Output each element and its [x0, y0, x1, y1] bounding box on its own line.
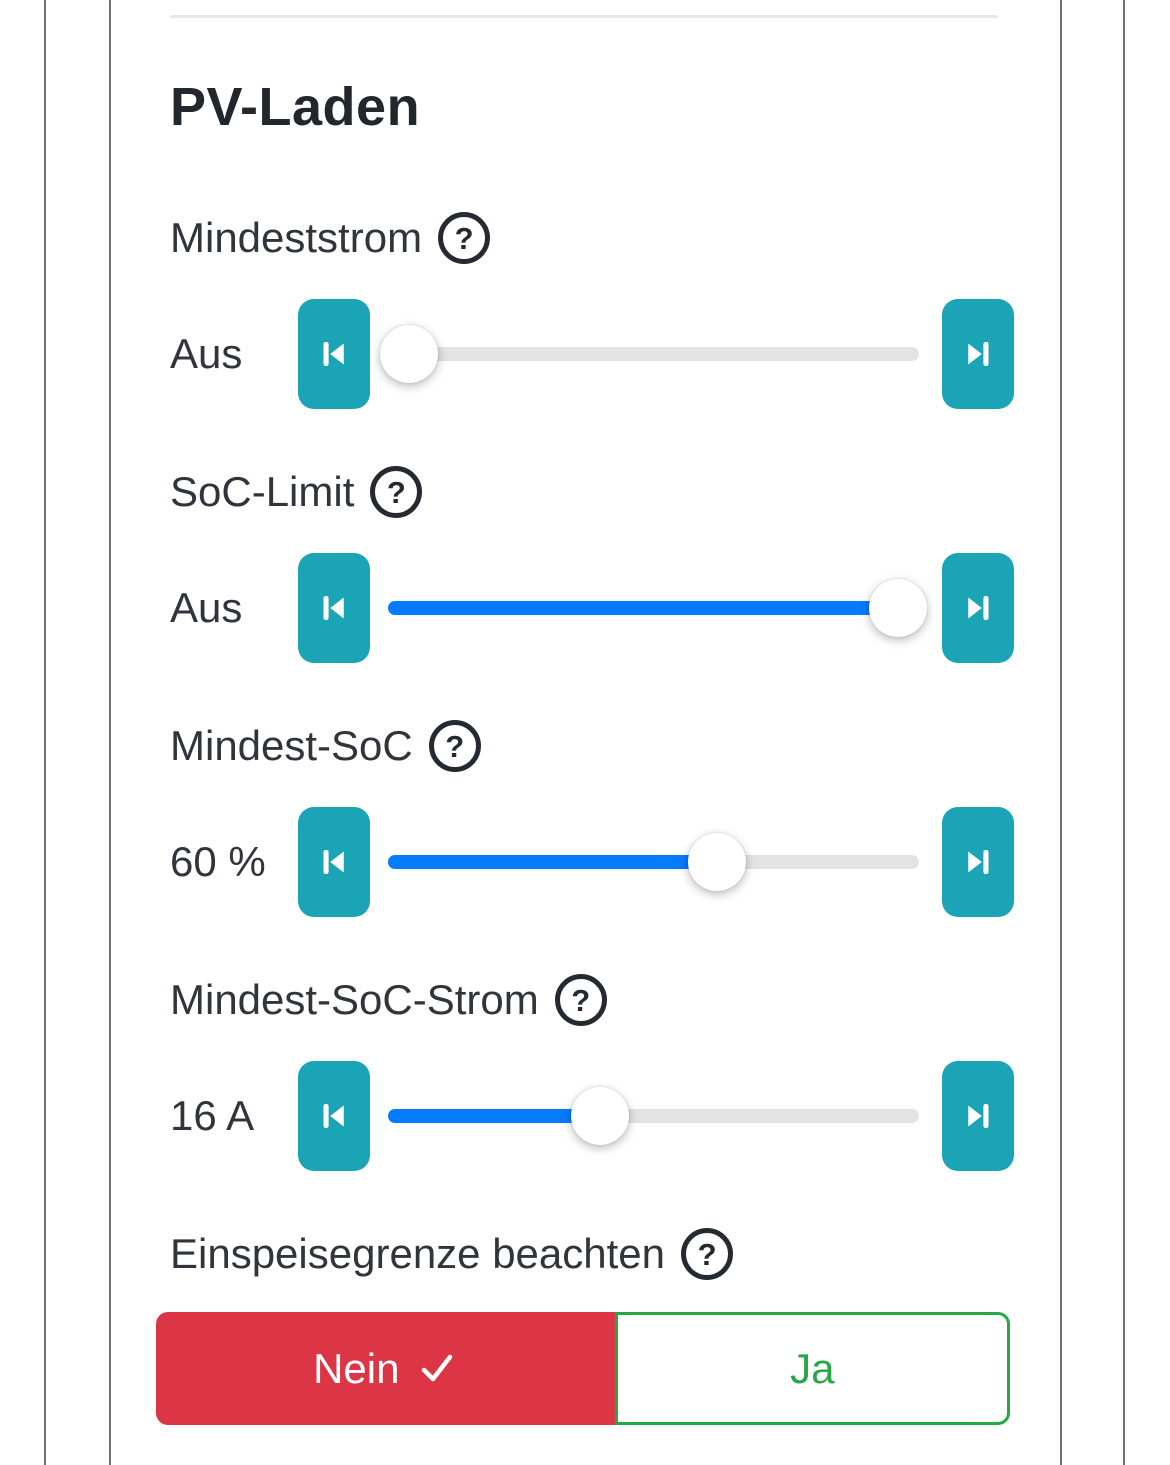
section-divider: [170, 15, 998, 18]
help-icon[interactable]: ?: [681, 1228, 734, 1280]
help-glyph: ?: [454, 220, 474, 256]
mindest-soc-strom-label: Mindest-SoC-Strom: [170, 976, 539, 1023]
skip-end-icon: [960, 590, 996, 626]
mindeststrom-label: Mindeststrom: [170, 214, 423, 261]
slider-track[interactable]: [380, 299, 919, 409]
slider-fill: [388, 855, 718, 869]
mindeststrom-label-row: Mindeststrom ?: [170, 212, 1014, 264]
panel-border-right-outer: [1123, 0, 1125, 1465]
skip-to-min-button[interactable]: [298, 1061, 370, 1171]
soc-limit-slider-row: Aus: [170, 553, 1014, 663]
skip-to-min-button[interactable]: [298, 299, 370, 409]
mindest-soc-label-row: Mindest-SoC ?: [170, 720, 1014, 772]
slider-fill: [388, 1109, 601, 1123]
slider-handle[interactable]: [380, 325, 439, 383]
skip-start-icon: [316, 590, 352, 626]
mindest-soc-strom-label-row: Mindest-SoC-Strom ?: [170, 974, 1014, 1026]
section-title: PV-Laden: [170, 77, 421, 137]
slider-track[interactable]: [388, 1061, 919, 1171]
slider-handle[interactable]: [571, 1087, 630, 1145]
panel-border-left-outer: [44, 0, 46, 1465]
slider-value: 60 %: [170, 838, 266, 885]
skip-start-icon: [316, 336, 352, 372]
skip-end-icon: [960, 844, 996, 880]
help-glyph: ?: [697, 1236, 717, 1272]
mindest-soc-slider-row: 60 %: [170, 807, 1014, 917]
soc-limit-label: SoC-Limit: [170, 468, 355, 515]
help-icon[interactable]: ?: [554, 974, 607, 1026]
help-icon[interactable]: ?: [428, 720, 481, 772]
mindest-soc-strom-slider-row: 16 A: [170, 1061, 1014, 1171]
help-glyph: ?: [571, 982, 591, 1018]
skip-start-icon: [316, 844, 352, 880]
help-icon[interactable]: ?: [370, 466, 423, 518]
slider-handle[interactable]: [868, 579, 927, 637]
skip-to-min-button[interactable]: [298, 807, 370, 917]
slider-value: Aus: [170, 330, 243, 377]
einspeisegrenze-label: Einspeisegrenze beachten: [170, 1230, 666, 1277]
slider-fill: [388, 601, 898, 615]
skip-end-icon: [960, 1098, 996, 1134]
skip-start-icon: [316, 1098, 352, 1134]
check-icon: [417, 1349, 457, 1389]
skip-to-max-button[interactable]: [942, 807, 1014, 917]
einspeisegrenze-label-row: Einspeisegrenze beachten ?: [170, 1228, 1014, 1280]
slider-track[interactable]: [388, 553, 927, 663]
soc-limit-label-row: SoC-Limit ?: [170, 466, 1014, 518]
toggle-option-ja-label: Ja: [790, 1344, 835, 1392]
panel-border-right-inner: [1060, 0, 1062, 1465]
slider-value: Aus: [170, 584, 243, 631]
slider-handle[interactable]: [688, 833, 747, 891]
skip-to-max-button[interactable]: [942, 553, 1014, 663]
skip-to-max-button[interactable]: [942, 299, 1014, 409]
skip-end-icon: [960, 336, 996, 372]
toggle-option-nein-label: Nein: [313, 1344, 400, 1392]
mindest-soc-label: Mindest-SoC: [170, 722, 413, 769]
help-icon[interactable]: ?: [438, 212, 491, 264]
slider-track-rail: [388, 347, 919, 361]
skip-to-min-button[interactable]: [298, 553, 370, 663]
skip-to-max-button[interactable]: [942, 1061, 1014, 1171]
mindeststrom-slider-row: Aus: [170, 299, 1014, 409]
pv-laden-section: PV-Laden Mindeststrom ? Aus SoC-Limit ? …: [156, 0, 1014, 1425]
slider-track[interactable]: [388, 807, 919, 917]
slider-value: 16 A: [170, 1092, 255, 1139]
toggle-option-nein[interactable]: Nein: [156, 1312, 615, 1425]
help-glyph: ?: [386, 474, 406, 510]
panel-border-left-inner: [109, 0, 111, 1465]
help-glyph: ?: [445, 728, 465, 764]
einspeisegrenze-toggle: Nein Ja: [156, 1312, 1010, 1425]
toggle-option-ja[interactable]: Ja: [614, 1312, 1010, 1425]
